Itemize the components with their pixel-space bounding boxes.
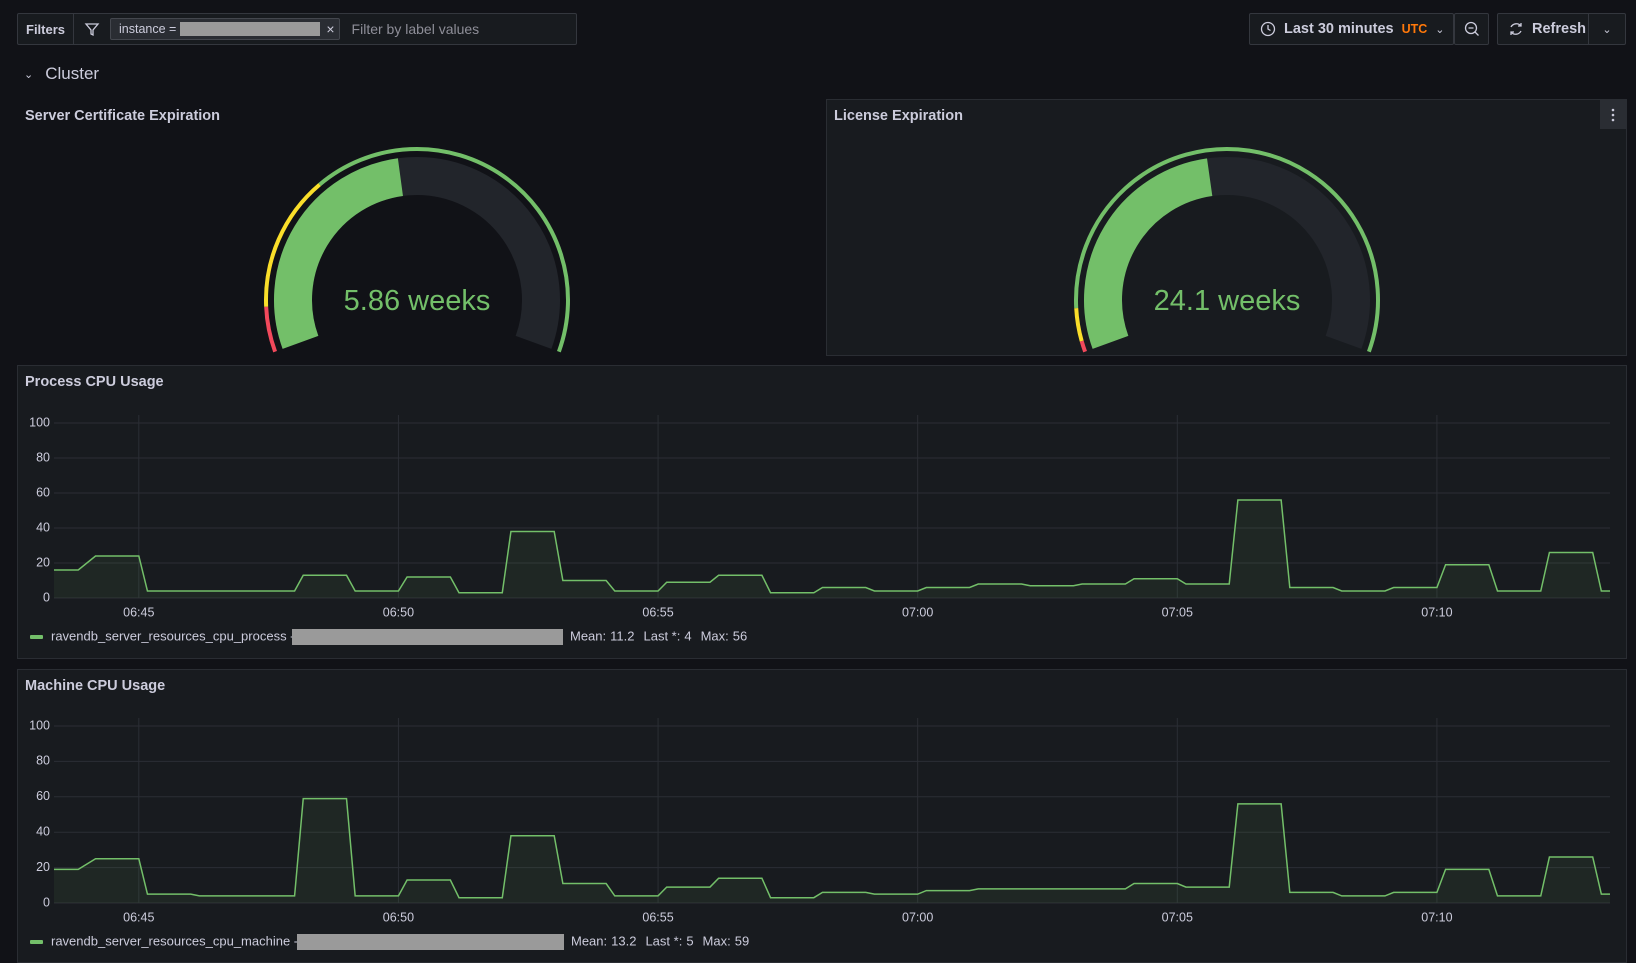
x-tick-label: 06:45 xyxy=(123,910,154,924)
legend-swatch xyxy=(30,940,43,944)
unit: weeks xyxy=(1217,285,1300,317)
menu-dot xyxy=(1611,108,1615,112)
gauge-value-arc xyxy=(1084,158,1213,349)
time-range: Last 30 minutes xyxy=(1284,21,1394,37)
refresh-icon xyxy=(1510,23,1522,35)
x-tick-label: 07:10 xyxy=(1421,910,1452,924)
menu-dot xyxy=(1611,113,1615,117)
gauge-value: 5.86 weeks xyxy=(344,285,491,317)
panel-title: Process CPU Usage xyxy=(25,374,164,390)
caret: ⌄ xyxy=(1435,23,1445,36)
threshold-band xyxy=(1074,147,1380,353)
menu-dot xyxy=(1611,118,1615,122)
legend-stat-value: 4 xyxy=(684,628,691,643)
legend-stat-value: 56 xyxy=(733,628,747,643)
x-tick-label: 06:50 xyxy=(383,605,414,619)
legend-name: ravendb_server_resources_cpu_machine - xyxy=(51,933,298,948)
panel-title: License Expiration xyxy=(834,108,963,124)
filter-chip[interactable]: instance = × xyxy=(110,18,340,40)
panel xyxy=(826,99,1627,356)
filter-icon xyxy=(84,23,100,37)
chevron: ⌄ xyxy=(24,68,34,81)
legend-stat-value: 13.2 xyxy=(611,933,636,948)
legend-stat-value: 11.2 xyxy=(610,628,634,643)
series-line xyxy=(54,797,1610,899)
y-tick-label: 100 xyxy=(29,718,50,732)
x-tick-label: 07:10 xyxy=(1421,605,1452,619)
x-tick-label: 07:05 xyxy=(1162,605,1193,619)
zoom-out[interactable] xyxy=(1454,13,1489,45)
y-tick-label: 20 xyxy=(36,860,50,874)
timezone: UTC xyxy=(1401,22,1428,36)
series-line xyxy=(54,499,1610,594)
threshold-band xyxy=(1074,307,1084,342)
y-tick-label: 60 xyxy=(36,789,50,803)
zoom-icon xyxy=(1464,21,1479,36)
threshold-band xyxy=(318,147,570,353)
x-tick-label: 07:05 xyxy=(1162,910,1193,924)
y-tick-label: 80 xyxy=(36,450,50,464)
row-title: Cluster xyxy=(45,64,100,83)
y-tick-label: 0 xyxy=(43,590,50,604)
series-area xyxy=(54,500,1610,598)
legend-stat-label: Last *: xyxy=(645,933,682,948)
redacted xyxy=(297,934,564,950)
legend-stat-value: 59 xyxy=(735,933,749,948)
panel-title: Machine CPU Usage xyxy=(25,678,165,694)
y-tick-label: 40 xyxy=(36,520,50,534)
y-tick-label: 20 xyxy=(36,555,50,569)
x-tick-label: 06:45 xyxy=(123,605,154,619)
y-tick-label: 60 xyxy=(36,485,50,499)
remove-filter[interactable]: × xyxy=(326,21,335,37)
value: 24.1 xyxy=(1154,285,1210,317)
legend-stat-label: Max: xyxy=(703,933,731,948)
time-picker[interactable]: Last 30 minutes UTC ⌄ xyxy=(1249,13,1454,45)
legend-name: ravendb_server_resources_cpu_process - xyxy=(51,628,295,643)
series-area xyxy=(54,798,1610,903)
panel xyxy=(17,669,1627,963)
y-tick-label: 0 xyxy=(43,895,50,909)
legend-swatch xyxy=(30,635,43,639)
legend-stat-label: Mean: xyxy=(570,628,606,643)
redacted xyxy=(292,629,563,645)
y-tick-label: 100 xyxy=(29,415,50,429)
x-tick-label: 07:00 xyxy=(902,605,933,619)
panel xyxy=(17,365,1627,659)
y-tick-label: 80 xyxy=(36,754,50,768)
redacted xyxy=(180,22,321,36)
gauge-value: 24.1 weeks xyxy=(1154,285,1301,317)
unit: weeks xyxy=(407,285,490,317)
x-tick-label: 06:50 xyxy=(383,910,414,924)
row-header[interactable]: ⌄ Cluster xyxy=(24,64,99,84)
clock-icon xyxy=(1260,21,1276,37)
refresh-button[interactable]: Refresh ⌄ xyxy=(1497,13,1626,45)
y-tick-label: 40 xyxy=(36,824,50,838)
legend-stat-value: 5 xyxy=(686,933,693,948)
x-tick-label: 06:55 xyxy=(642,910,673,924)
refresh-dropdown[interactable]: ⌄ xyxy=(1588,14,1625,44)
threshold-band xyxy=(264,306,277,353)
legend-stat-label: Last *: xyxy=(643,628,680,643)
filter-bar[interactable]: Filters instance = × Filter by label val… xyxy=(17,13,577,45)
x-tick-label: 07:00 xyxy=(902,910,933,924)
gauge-value-arc xyxy=(274,158,404,349)
threshold-band xyxy=(264,183,321,307)
filter-key: instance = xyxy=(119,22,177,36)
panel-title: Server Certificate Expiration xyxy=(25,108,220,124)
value: 5.86 xyxy=(344,285,400,317)
legend-stat-label: Mean: xyxy=(571,933,607,948)
legend-stat-label: Max: xyxy=(701,628,729,643)
x-tick-label: 06:55 xyxy=(642,605,673,619)
refresh-label: Refresh xyxy=(1532,21,1586,37)
filter-input[interactable]: Filter by label values xyxy=(351,21,480,37)
filters-label: Filters xyxy=(18,14,75,44)
threshold-band xyxy=(1079,340,1087,353)
